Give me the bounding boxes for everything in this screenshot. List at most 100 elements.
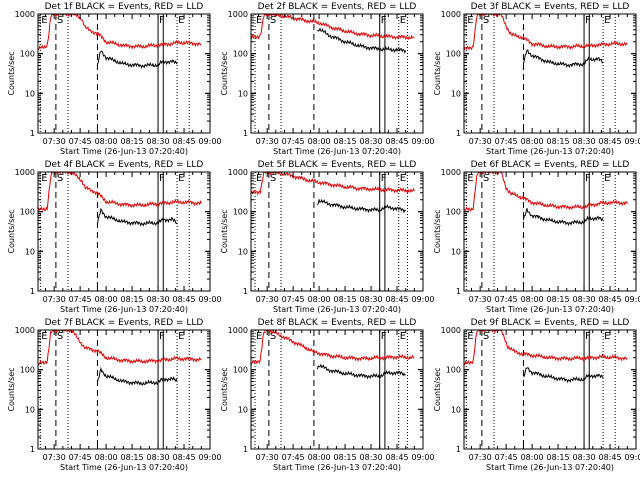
y-tick-label: 100	[233, 208, 248, 217]
marker-label: F	[381, 331, 387, 342]
y-axis-label: Counts/sec	[433, 367, 442, 411]
series-line-events	[96, 366, 178, 387]
x-tick-label: 07:45	[495, 137, 518, 146]
y-tick-label: 100	[233, 366, 248, 375]
x-tick-label: 08:30	[360, 453, 383, 462]
y-tick-label: 10	[451, 405, 461, 414]
x-tick-label: 07:30	[43, 453, 66, 462]
y-tick-label: 100	[446, 50, 461, 59]
series-line-events	[316, 363, 406, 380]
y-tick-label: 100	[20, 50, 35, 59]
series-line-lld	[251, 172, 415, 196]
x-tick-label: 07:45	[282, 453, 305, 462]
x-tick-label: 09:00	[411, 137, 434, 146]
y-tick-label: 100	[446, 208, 461, 217]
x-axis-label: Start Time (26-Jun-13 07:20:40)	[486, 305, 614, 314]
x-axis-label: Start Time (26-Jun-13 07:20:40)	[60, 147, 188, 156]
x-tick-label: 08:00	[308, 137, 331, 146]
x-tick-label: 07:45	[69, 137, 92, 146]
marker-label: E	[178, 331, 184, 342]
x-tick-label: 08:15	[547, 137, 570, 146]
marker-label: E	[400, 331, 406, 342]
y-tick-label: 1000	[15, 326, 35, 335]
plot-frame	[250, 329, 424, 450]
y-tick-label: 1	[243, 287, 248, 296]
x-tick-label: 07:30	[256, 295, 279, 304]
x-tick-label: 09:00	[411, 453, 434, 462]
marker-label: E	[178, 173, 184, 184]
marker-label: F	[585, 15, 591, 26]
y-tick-label: 1	[30, 287, 35, 296]
plot-frame	[463, 13, 637, 134]
marker-label: F	[159, 15, 165, 26]
chart-title: Det 8f BLACK = Events, RED = LLD	[258, 318, 417, 328]
series-line-lld	[38, 172, 202, 212]
y-tick-label: 1000	[15, 10, 35, 19]
x-tick-label: 07:30	[469, 295, 492, 304]
y-tick-label: 1	[30, 129, 35, 138]
y-tick-label: 1	[30, 445, 35, 454]
marker-label: F	[381, 15, 387, 26]
y-tick-label: 10	[451, 89, 461, 98]
x-tick-label: 08:00	[95, 295, 118, 304]
y-axis-label: Counts/sec	[7, 209, 16, 253]
plot-frame	[250, 13, 424, 134]
marker-label: E	[41, 15, 47, 26]
x-tick-label: 08:15	[121, 137, 144, 146]
x-tick-label: 09:00	[624, 137, 640, 146]
x-tick-label: 08:30	[360, 137, 383, 146]
marker-label: E	[604, 173, 610, 184]
x-tick-label: 08:45	[172, 453, 195, 462]
x-tick-label: 08:45	[385, 295, 408, 304]
x-tick-label: 08:30	[147, 137, 170, 146]
x-axis-label: Start Time (26-Jun-13 07:20:40)	[273, 147, 401, 156]
x-tick-label: 07:30	[256, 453, 279, 462]
x-tick-label: 08:15	[121, 295, 144, 304]
y-axis-label: Counts/sec	[220, 209, 229, 253]
y-tick-label: 100	[20, 366, 35, 375]
marker-label: E	[256, 331, 262, 342]
series-line-lld	[464, 330, 628, 366]
chart-title: Det 4f BLACK = Events, RED = LLD	[45, 160, 204, 170]
marker-label: E	[178, 15, 184, 26]
marker-label: E	[467, 173, 473, 184]
x-tick-label: 07:45	[69, 453, 92, 462]
x-tick-label: 07:30	[43, 137, 66, 146]
y-tick-label: 10	[238, 247, 248, 256]
series-line-events	[317, 27, 407, 54]
marker-label: S	[483, 15, 489, 26]
y-tick-label: 10	[238, 89, 248, 98]
x-tick-label: 08:30	[573, 137, 596, 146]
plot-frame	[250, 171, 424, 292]
x-tick-label: 08:15	[334, 137, 357, 146]
series-line-events	[316, 198, 406, 214]
y-tick-label: 1	[456, 287, 461, 296]
y-axis-label: Counts/sec	[433, 51, 442, 95]
marker-label: F	[585, 173, 591, 184]
x-tick-label: 08:15	[547, 295, 570, 304]
x-tick-label: 08:15	[547, 453, 570, 462]
x-tick-label: 09:00	[198, 453, 221, 462]
series-line-lld	[38, 14, 202, 51]
series-line-events	[523, 367, 604, 384]
x-tick-label: 07:30	[43, 295, 66, 304]
x-tick-label: 08:15	[334, 295, 357, 304]
marker-label: S	[57, 331, 63, 342]
marker-label: E	[41, 173, 47, 184]
chart-title: Det 5f BLACK = Events, RED = LLD	[258, 160, 417, 170]
x-tick-label: 08:30	[147, 453, 170, 462]
x-tick-label: 08:00	[95, 137, 118, 146]
chart-title: Det 9f BLACK = Events, RED = LLD	[471, 318, 630, 328]
marker-label: E	[604, 331, 610, 342]
x-tick-label: 07:45	[495, 295, 518, 304]
y-axis-label: Counts/sec	[220, 51, 229, 95]
marker-label: S	[57, 173, 63, 184]
x-tick-label: 08:00	[308, 453, 331, 462]
y-tick-label: 1	[456, 129, 461, 138]
